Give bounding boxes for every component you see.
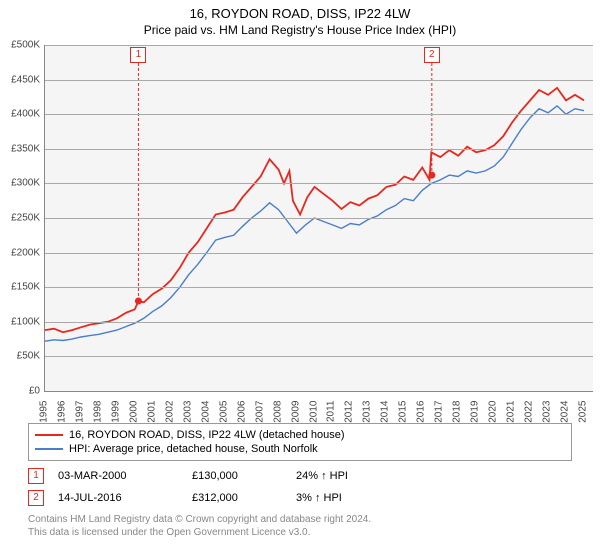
event-id-box: 2 [28,490,44,506]
y-tick-label: £0 [29,386,40,397]
y-tick-label: £250K [11,213,40,224]
x-tick-label: 1995 [39,401,50,423]
y-tick-label: £400K [11,109,40,120]
gridline [45,183,593,184]
page-subtitle: Price paid vs. HM Land Registry's House … [0,21,600,41]
marker-dot [428,172,435,179]
y-tick-label: £300K [11,178,40,189]
marker-label-box: 2 [424,47,440,63]
x-tick-label: 2000 [128,401,139,423]
gridline [45,218,593,219]
y-axis-labels: £0 £50K £100K £150K £200K £250K £300K £350K £400… [0,41,42,419]
x-tick-label: 2008 [272,401,283,423]
footer-line: This data is licensed under the Open Gov… [28,526,572,539]
plot-area: 12 [44,45,593,392]
gridline [45,45,593,46]
x-tick-label: 2011 [326,401,337,423]
x-tick-label: 2018 [452,401,463,423]
chart-container: 16, ROYDON ROAD, DISS, IP22 4LW Price pa… [0,0,600,560]
y-tick-label: £350K [11,143,40,154]
x-tick-label: 2001 [146,401,157,423]
chart-area: £0 £50K £100K £150K £200K £250K £300K £350K £400… [0,41,600,419]
gridline [45,149,593,150]
gridline [45,356,593,357]
legend-label: HPI: Average price, detached house, Sout… [69,443,318,455]
x-tick-label: 2023 [542,401,553,423]
x-tick-label: 2020 [488,401,499,423]
x-tick-label: 2005 [218,401,229,423]
x-tick-label: 2019 [470,401,481,423]
x-tick-label: 1996 [56,401,67,423]
x-tick-label: 2014 [380,401,391,423]
page-title: 16, ROYDON ROAD, DISS, IP22 4LW [0,0,600,21]
event-date: 03-MAR-2000 [58,470,178,482]
x-tick-label: 1999 [110,401,121,423]
gridline [45,322,593,323]
event-row: 1 03-MAR-2000 £130,000 24% ↑ HPI [28,465,572,487]
legend-row: HPI: Average price, detached house, Sout… [35,442,565,456]
y-tick-label: £100K [11,316,40,327]
legend-swatch [35,448,63,450]
x-tick-label: 2003 [182,401,193,423]
x-tick-label: 2009 [290,401,301,423]
footer-attribution: Contains HM Land Registry data © Crown c… [28,513,572,539]
x-tick-label: 2013 [362,401,373,423]
series-line [45,106,584,341]
x-tick-label: 2021 [506,401,517,423]
x-tick-label: 2016 [416,401,427,423]
x-tick-label: 2002 [164,401,175,423]
x-tick-label: 2022 [524,401,535,423]
gridline [45,114,593,115]
x-tick-label: 1997 [74,401,85,423]
marker-label-box: 1 [130,47,146,63]
gridline [45,287,593,288]
x-tick-label: 2015 [398,401,409,423]
x-tick-label: 2010 [308,401,319,423]
x-tick-label: 2006 [236,401,247,423]
event-date: 14-JUL-2016 [58,492,178,504]
legend-swatch [35,434,63,436]
x-tick-label: 2024 [560,401,571,423]
x-tick-label: 2004 [200,401,211,423]
event-row: 2 14-JUL-2016 £312,000 3% ↑ HPI [28,487,572,509]
x-tick-label: 2017 [434,401,445,423]
y-tick-label: £500K [11,40,40,51]
legend-label: 16, ROYDON ROAD, DISS, IP22 4LW (detache… [69,429,345,441]
gridline [45,253,593,254]
marker-dot [135,298,142,305]
legend-row: 16, ROYDON ROAD, DISS, IP22 4LW (detache… [35,428,565,442]
event-id-box: 1 [28,468,44,484]
x-tick-label: 2007 [254,401,265,423]
event-delta: 24% ↑ HPI [296,470,348,482]
event-price: £130,000 [192,470,282,482]
x-tick-label: 1998 [92,401,103,423]
x-axis-labels: 1995199619971998199920002001200220032004… [44,393,592,419]
y-tick-label: £150K [11,282,40,293]
event-price: £312,000 [192,492,282,504]
series-line [45,88,584,332]
event-delta: 3% ↑ HPI [296,492,342,504]
y-tick-label: £450K [11,74,40,85]
legend-box: 16, ROYDON ROAD, DISS, IP22 4LW (detache… [28,423,572,461]
gridline [45,80,593,81]
events-table: 1 03-MAR-2000 £130,000 24% ↑ HPI 2 14-JUL-201… [28,465,572,509]
footer-line: Contains HM Land Registry data © Crown c… [28,513,572,526]
y-tick-label: £200K [11,247,40,258]
y-tick-label: £50K [17,351,40,362]
x-tick-label: 2012 [344,401,355,423]
x-tick-label: 2025 [578,401,589,423]
